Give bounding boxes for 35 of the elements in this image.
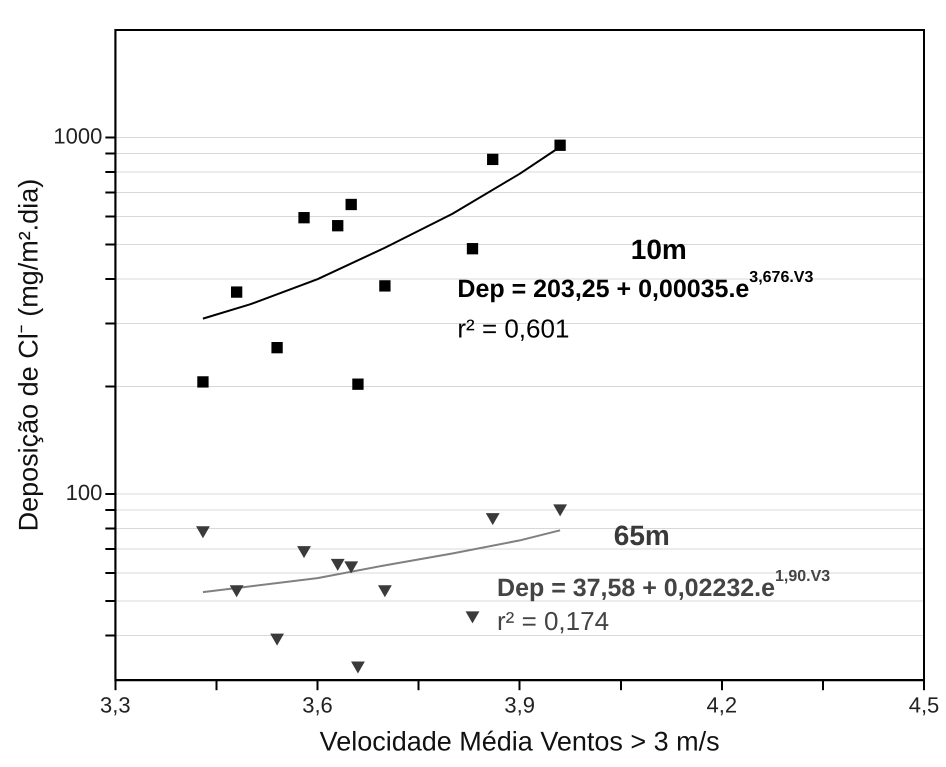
- y-axis-title: Deposição de Cl⁻ (mg/m².dia): [14, 178, 44, 532]
- point: [554, 140, 566, 151]
- y-tick-label: 100: [66, 480, 102, 505]
- point: [197, 376, 209, 388]
- annotation: r² = 0,174: [497, 606, 610, 636]
- point: [466, 611, 480, 624]
- point: [332, 220, 344, 232]
- point: [486, 513, 500, 526]
- point: [196, 526, 210, 538]
- point: [230, 286, 242, 298]
- point: [230, 585, 244, 598]
- point: [270, 634, 284, 646]
- point: [297, 546, 311, 558]
- y-tick-label: 1000: [53, 123, 102, 148]
- annotation: r² = 0,601: [457, 314, 570, 344]
- point: [378, 585, 392, 598]
- x-tick-label: 4,2: [706, 692, 738, 718]
- point: [379, 280, 391, 292]
- x-tick-label: 4,5: [908, 692, 940, 718]
- point: [351, 661, 365, 674]
- point: [352, 378, 364, 390]
- point: [330, 558, 345, 571]
- text: 10m: [630, 234, 687, 265]
- point: [271, 342, 283, 354]
- point: [466, 243, 478, 254]
- point: [487, 154, 498, 166]
- x-tick-label: 3,3: [100, 692, 131, 718]
- x-tick-label: 3,6: [302, 692, 333, 718]
- series-label: 65m: [614, 520, 670, 551]
- point: [346, 198, 357, 210]
- x-tick-label: 3,9: [504, 692, 535, 718]
- point: [298, 212, 310, 224]
- point: [553, 504, 568, 516]
- x-axis-title: Velocidade Média Ventos > 3 m/s: [320, 726, 720, 756]
- point: [344, 561, 358, 574]
